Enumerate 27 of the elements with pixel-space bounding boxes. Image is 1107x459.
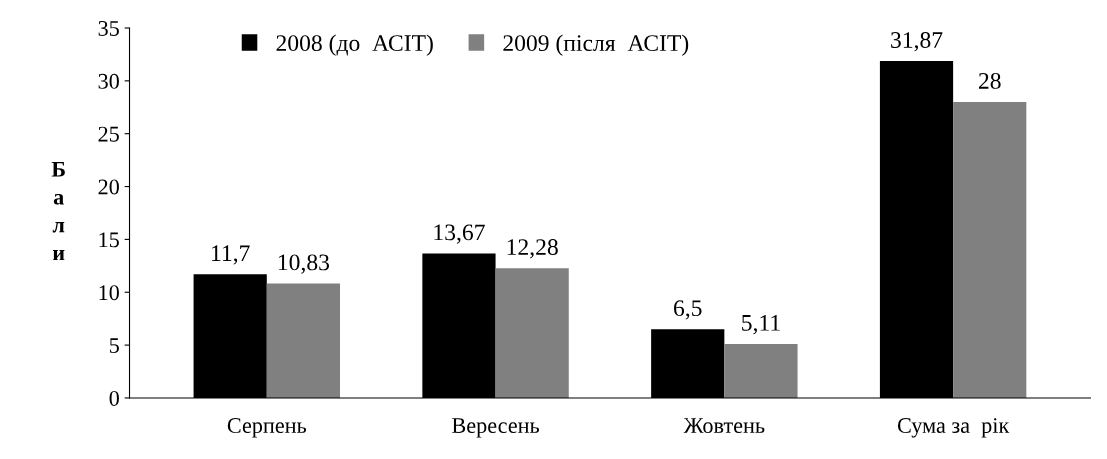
x-tick-label: Вересень <box>452 418 540 438</box>
x-tick-label: Жовтень <box>683 418 765 434</box>
legend-label: 2009 (після АСІТ) <box>503 34 689 56</box>
data-label: 13,67 <box>434 224 485 244</box>
y-tick-label: 15 <box>99 232 119 248</box>
y-tick-label: 10 <box>99 285 119 301</box>
y-axis-title: Бали <box>51 161 65 261</box>
bar <box>495 268 569 398</box>
data-label: 5,11 <box>742 314 780 335</box>
y-tick-label: 20 <box>98 179 119 195</box>
data-label: 28 <box>978 72 1001 89</box>
x-tick-label: Сума за рік <box>897 418 1010 438</box>
legend-label: 2008 (до АСІТ) <box>276 34 433 56</box>
bar <box>266 283 340 398</box>
y-tick-label: 30 <box>98 73 119 89</box>
y-tick-label: 0 <box>109 390 119 406</box>
bar <box>953 101 1027 398</box>
data-label: 31,87 <box>891 32 943 52</box>
data-label: 12,28 <box>507 239 558 259</box>
y-tick-label: 35 <box>98 20 119 36</box>
y-tick-label: 25 <box>98 126 119 142</box>
data-label: 6,5 <box>674 300 702 320</box>
bar <box>724 343 798 398</box>
data-label: 10,83 <box>278 254 330 274</box>
data-label: 11,7 <box>212 245 250 265</box>
x-tick-label: Серпень <box>227 418 307 438</box>
y-tick-label: 5 <box>109 338 119 354</box>
